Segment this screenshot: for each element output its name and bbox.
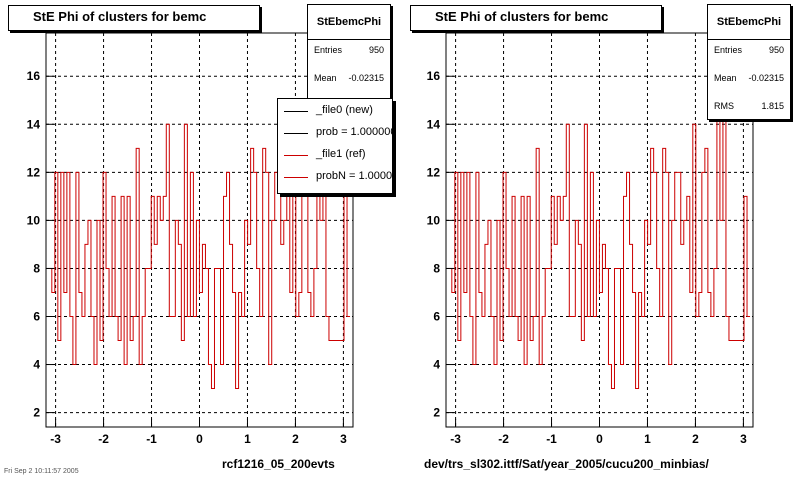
x-tick-label: -3 xyxy=(50,432,61,446)
y-tick-label: 10 xyxy=(427,213,441,227)
x-tick-label: 1 xyxy=(244,432,251,446)
stats-label: Entries xyxy=(314,45,343,55)
x-tick-label: -3 xyxy=(450,432,461,446)
y-tick-label: 14 xyxy=(427,117,441,131)
x-tick-label: 1 xyxy=(644,432,651,446)
stats-value: -0.02315 xyxy=(348,73,384,83)
panel-1-stats-name: StEbemcPhi xyxy=(308,5,390,40)
y-tick-label: 10 xyxy=(27,213,41,227)
legend-label: _file1 (ref) xyxy=(316,148,366,160)
stats-value: 1.815 xyxy=(761,101,784,111)
panel-1-caption: rcf1216_05_200evts xyxy=(222,457,335,471)
x-tick-label: 3 xyxy=(740,432,747,446)
x-tick-label: 0 xyxy=(196,432,203,446)
y-tick-label: 6 xyxy=(433,309,440,323)
panel-1-legend: _file0 (new) prob = 1.000000 _file1 (ref… xyxy=(277,98,393,194)
x-tick-label: 0 xyxy=(596,432,603,446)
y-tick-label: 14 xyxy=(27,117,41,131)
panel-2-stats-rms: RMS 1.815 xyxy=(714,101,784,111)
legend-item-file0: _file0 (new) xyxy=(278,100,392,122)
x-tick-label: -1 xyxy=(146,432,157,446)
stats-value: 950 xyxy=(768,45,784,55)
y-tick-label: 12 xyxy=(427,165,441,179)
y-tick-label: 16 xyxy=(427,69,441,83)
legend-line xyxy=(284,133,308,134)
stats-value: 950 xyxy=(368,45,384,55)
panel-1-stats-entries: Entries 950 xyxy=(314,45,384,55)
panel-2-caption: dev/trs_sl302.ittf/Sat/year_2005/cucu200… xyxy=(424,457,709,471)
legend-label: prob = 1.000000 xyxy=(316,126,393,138)
panel-2-title: StE Phi of clusters for bemc xyxy=(410,5,662,31)
panel-2-stats-entries: Entries 950 xyxy=(714,45,784,55)
y-tick-label: 2 xyxy=(33,406,40,420)
legend-item-prob: prob = 1.000000 xyxy=(278,122,393,144)
stats-label: RMS xyxy=(714,101,734,111)
legend-item-file1: _file1 (ref) xyxy=(278,144,392,166)
y-tick-label: 4 xyxy=(433,358,440,372)
y-tick-label: 16 xyxy=(27,69,41,83)
panel-1-stats-box: StEbemcPhi Entries 950 Mean -0.02315 xyxy=(307,4,391,102)
y-tick-label: 12 xyxy=(27,165,41,179)
x-tick-label: 2 xyxy=(692,432,699,446)
histogram-series xyxy=(448,51,751,390)
x-tick-label: 2 xyxy=(292,432,299,446)
stats-label: Entries xyxy=(714,45,743,55)
stats-label: Mean xyxy=(714,73,737,83)
panel-1-title: StE Phi of clusters for bemc xyxy=(8,5,260,31)
panel-2-stats-mean: Mean -0.02315 xyxy=(714,73,784,83)
timestamp-footnote: Fri Sep 2 10:11:57 2005 xyxy=(4,468,79,475)
y-tick-label: 8 xyxy=(433,261,440,275)
stats-label: Mean xyxy=(314,73,337,83)
legend-line xyxy=(284,111,308,112)
y-tick-label: 6 xyxy=(33,309,40,323)
legend-line xyxy=(284,155,308,156)
legend-line xyxy=(284,177,308,178)
x-tick-label: -2 xyxy=(498,432,509,446)
panel-2-stats-box: StEbemcPhi Entries 950 Mean -0.02315 RMS… xyxy=(707,4,791,120)
y-tick-label: 4 xyxy=(33,358,40,372)
panel-1-stats-mean: Mean -0.02315 xyxy=(314,73,384,83)
panel-1-title-text: StE Phi of clusters for bemc xyxy=(33,9,207,24)
panel-2-stats-name: StEbemcPhi xyxy=(708,5,790,40)
legend-label: _file0 (new) xyxy=(316,104,373,116)
legend-item-probn: probN = 1.000000 xyxy=(278,166,393,188)
x-tick-label: -2 xyxy=(98,432,109,446)
legend-label: probN = 1.000000 xyxy=(316,170,393,182)
y-tick-label: 2 xyxy=(433,406,440,420)
y-tick-label: 8 xyxy=(33,261,40,275)
panel-2-title-text: StE Phi of clusters for bemc xyxy=(435,9,609,24)
stats-value: -0.02315 xyxy=(748,73,784,83)
x-tick-label: 3 xyxy=(340,432,347,446)
x-tick-label: -1 xyxy=(546,432,557,446)
